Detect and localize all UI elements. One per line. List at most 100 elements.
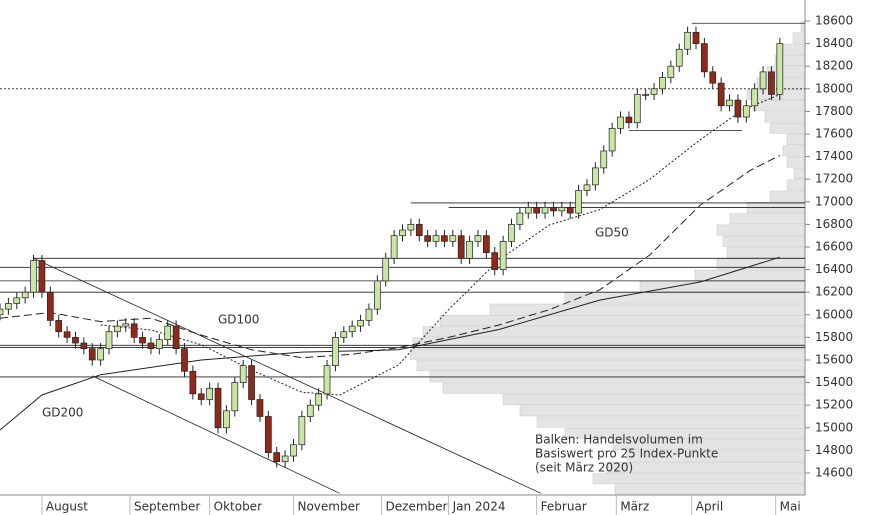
volume-profile-bar bbox=[722, 235, 806, 247]
y-tick-label: 16200 bbox=[815, 285, 853, 299]
candle-body bbox=[323, 365, 331, 395]
volume-profile-bar bbox=[564, 292, 806, 304]
candle-body bbox=[248, 365, 255, 400]
candle-body bbox=[399, 229, 406, 237]
candle-body bbox=[315, 393, 322, 406]
candle-body bbox=[541, 207, 549, 214]
candle-body bbox=[0, 308, 4, 316]
volume-profile-bar bbox=[729, 213, 806, 225]
y-tick-label: 14800 bbox=[815, 443, 853, 457]
candle-body bbox=[189, 370, 197, 395]
volume-profile-bar bbox=[416, 360, 806, 372]
candle-body bbox=[659, 77, 666, 90]
candle-body bbox=[415, 224, 423, 237]
candle-body bbox=[441, 235, 448, 242]
candle-body bbox=[97, 348, 104, 361]
candle-body bbox=[72, 337, 79, 344]
candle-body bbox=[348, 325, 356, 333]
moving-average bbox=[100, 94, 780, 396]
candle-body bbox=[667, 65, 675, 78]
candle-body bbox=[164, 325, 172, 340]
candle-body bbox=[214, 387, 222, 429]
candle-body bbox=[122, 323, 130, 327]
volume-profile-bar bbox=[769, 122, 806, 134]
candle-body bbox=[256, 399, 264, 417]
volume-profile-bar bbox=[639, 281, 806, 292]
y-tick-label: 17400 bbox=[815, 149, 853, 163]
y-tick-label: 15000 bbox=[815, 420, 853, 434]
trend-line bbox=[33, 257, 542, 494]
y-tick-label: 17200 bbox=[815, 172, 853, 186]
moving-average-label: GD50 bbox=[595, 226, 629, 240]
trend-line bbox=[92, 375, 340, 494]
candle-body bbox=[558, 207, 566, 212]
y-tick-label: 15400 bbox=[815, 375, 853, 389]
volume-profile-bar bbox=[716, 224, 806, 236]
candle-body bbox=[290, 444, 297, 457]
candle-body bbox=[223, 410, 230, 429]
y-tick-label: 15600 bbox=[815, 352, 853, 366]
candle-body bbox=[734, 99, 742, 118]
candle-body bbox=[114, 325, 121, 333]
candle-body bbox=[575, 190, 582, 214]
candle-body bbox=[508, 224, 515, 242]
volume-profile-bar bbox=[793, 168, 806, 179]
candle-body bbox=[608, 128, 616, 152]
candle-body bbox=[583, 184, 591, 191]
volume-profile-bar bbox=[786, 179, 806, 191]
candle-body bbox=[625, 116, 633, 124]
volume-profile-bar bbox=[412, 337, 806, 349]
candle-body bbox=[21, 291, 29, 299]
x-tick-label: Mai bbox=[780, 500, 801, 514]
volume-profile-bar bbox=[592, 473, 806, 485]
candle-body bbox=[130, 323, 138, 338]
candle-body bbox=[181, 348, 188, 372]
candle-body bbox=[273, 452, 281, 463]
candle-body bbox=[206, 387, 213, 400]
candle-body bbox=[742, 105, 750, 118]
candle-body bbox=[306, 404, 314, 417]
moving-average-label: GD100 bbox=[218, 313, 259, 327]
candle-body bbox=[13, 297, 21, 304]
candle-body bbox=[432, 235, 440, 242]
x-tick-label: Oktober bbox=[214, 500, 262, 514]
candle-body bbox=[717, 82, 725, 107]
candle-body bbox=[46, 291, 54, 321]
candle-body bbox=[533, 207, 541, 214]
y-tick-label: 16600 bbox=[815, 239, 853, 253]
moving-average-label: GD200 bbox=[42, 406, 83, 420]
volume-profile-bar bbox=[752, 100, 806, 112]
volume-profile-bar bbox=[764, 111, 806, 123]
volume-profile-bar bbox=[502, 394, 806, 405]
candle-body bbox=[675, 48, 683, 67]
candle-body bbox=[751, 88, 759, 107]
candle-body bbox=[63, 331, 71, 338]
candle-body bbox=[155, 339, 163, 350]
volume-profile-bar bbox=[782, 43, 806, 55]
candle-body bbox=[55, 320, 63, 333]
candle-body bbox=[524, 207, 532, 214]
candle-body bbox=[650, 88, 658, 95]
candle-body bbox=[239, 365, 247, 383]
candle-body bbox=[592, 167, 599, 186]
candle-body bbox=[726, 99, 733, 107]
y-tick-label: 16400 bbox=[815, 262, 853, 276]
candle-body bbox=[373, 280, 381, 310]
candle-body bbox=[701, 43, 708, 73]
volume-profile-bar bbox=[439, 315, 806, 326]
y-tick-label: 16800 bbox=[815, 217, 853, 231]
x-tick-label: Dezember bbox=[386, 500, 448, 514]
candle-body bbox=[281, 455, 289, 463]
candle-body bbox=[566, 207, 574, 214]
y-tick-label: 18000 bbox=[815, 81, 853, 95]
candle-body bbox=[474, 235, 482, 242]
candle-body bbox=[633, 94, 641, 124]
volume-profile-bar bbox=[536, 416, 806, 428]
y-tick-label: 18400 bbox=[815, 36, 853, 50]
volume-profile-bar bbox=[726, 247, 806, 259]
x-tick-label: März bbox=[620, 500, 649, 514]
candle-body bbox=[491, 252, 499, 270]
candle-body bbox=[139, 337, 146, 344]
candle-body bbox=[390, 235, 398, 259]
